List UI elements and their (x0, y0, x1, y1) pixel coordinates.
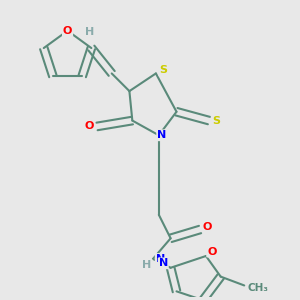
Text: O: O (63, 26, 72, 36)
Text: H: H (85, 27, 94, 37)
Text: S: S (159, 65, 167, 76)
Text: CH₃: CH₃ (247, 284, 268, 293)
Text: O: O (85, 122, 94, 131)
Text: N: N (156, 254, 165, 264)
Text: O: O (203, 222, 212, 232)
Text: S: S (212, 116, 220, 126)
Text: N: N (159, 258, 168, 268)
Text: O: O (207, 247, 217, 256)
Text: H: H (142, 260, 152, 270)
Text: N: N (157, 130, 167, 140)
